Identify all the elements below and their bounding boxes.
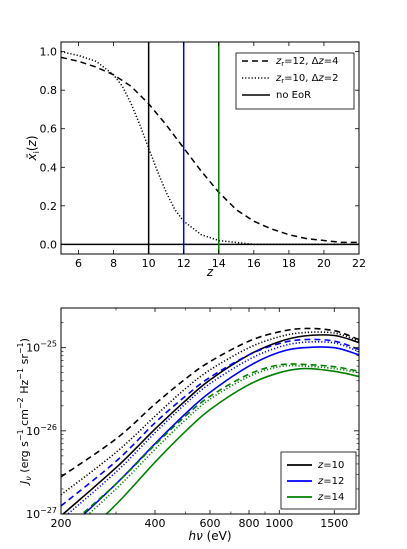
top-legend-label-0: zr=12, Δz=4 <box>275 56 338 68</box>
top-ticks: 6 8 10 12 14 16 18 20 22 0.0 0.2 0.4 0.6 0.8 1.0 <box>40 42 366 270</box>
top-ytick-label-0: 0.0 <box>40 238 58 251</box>
bottom-series-line-7 <box>87 364 359 514</box>
bottom-xtick-label-5: 1500 <box>320 517 348 530</box>
top-panel: 6 8 10 12 14 16 18 20 22 0.0 0.2 0.4 0.6 0.8 1.0 z x̄i… <box>25 41 366 279</box>
bottom-series-line-6 <box>80 363 359 514</box>
bottom-series-line-5 <box>83 346 359 514</box>
top-legend-label-2: no EoR <box>276 90 311 101</box>
top-ytick-label-1: 0.2 <box>40 200 58 213</box>
top-xtick-label-4: 14 <box>212 257 226 270</box>
bottom-legend-label-2: z=14 <box>317 492 344 503</box>
bottom-series-line-2 <box>61 334 359 514</box>
top-xtick-label-7: 20 <box>317 257 331 270</box>
top-legend-label-1: zr=10, Δz=2 <box>275 73 338 85</box>
top-x-axis-label: z <box>206 265 214 279</box>
bottom-series-line-0 <box>61 327 359 478</box>
top-xtick-label-5: 16 <box>247 257 261 270</box>
top-legend: zr=12, Δz=4 zr=10, Δz=2 no EoR <box>235 52 355 110</box>
bottom-y-axis-label: Jν (erg s−1 cm−2 Hz−1 sr−1) <box>16 338 33 486</box>
top-xtick-label-2: 10 <box>142 257 156 270</box>
bottom-legend-label-1: z=12 <box>317 476 344 487</box>
top-ytick-label-5: 1.0 <box>40 46 58 59</box>
bottom-xtick-label-0: 200 <box>51 517 72 530</box>
bottom-series-line-4 <box>66 340 359 514</box>
bottom-xtick-label-4: 1000 <box>265 517 293 530</box>
bottom-legend-label-0: z=10 <box>317 460 344 471</box>
top-plot-area <box>61 42 359 254</box>
top-xtick-label-0: 6 <box>75 257 82 270</box>
bottom-series-line-1 <box>61 331 359 496</box>
top-legend-box <box>235 52 355 110</box>
top-ytick-label-3: 0.6 <box>40 123 58 136</box>
bottom-xtick-label-1: 400 <box>145 517 166 530</box>
top-plot-frame <box>60 41 360 255</box>
bottom-legend: z=10 z=12 z=14 <box>280 451 357 510</box>
bottom-series-line-8 <box>105 367 359 514</box>
top-series-line-0 <box>61 56 359 244</box>
top-xtick-label-1: 8 <box>110 257 117 270</box>
top-xtick-label-6: 18 <box>282 257 296 270</box>
top-xtick-label-8: 22 <box>352 257 366 270</box>
bottom-xtick-label-3: 800 <box>239 517 260 530</box>
top-ytick-label-4: 0.8 <box>40 84 58 97</box>
bottom-series-line-3 <box>61 338 359 507</box>
top-y-axis-label: x̄i(z) <box>25 135 41 161</box>
top-xtick-label-3: 12 <box>177 257 191 270</box>
top-ytick-label-2: 0.4 <box>40 161 58 174</box>
bottom-x-axis-label: hν (eV) <box>188 529 231 543</box>
bottom-plot-area <box>61 327 359 514</box>
bottom-xtick-label-2: 600 <box>200 517 221 530</box>
